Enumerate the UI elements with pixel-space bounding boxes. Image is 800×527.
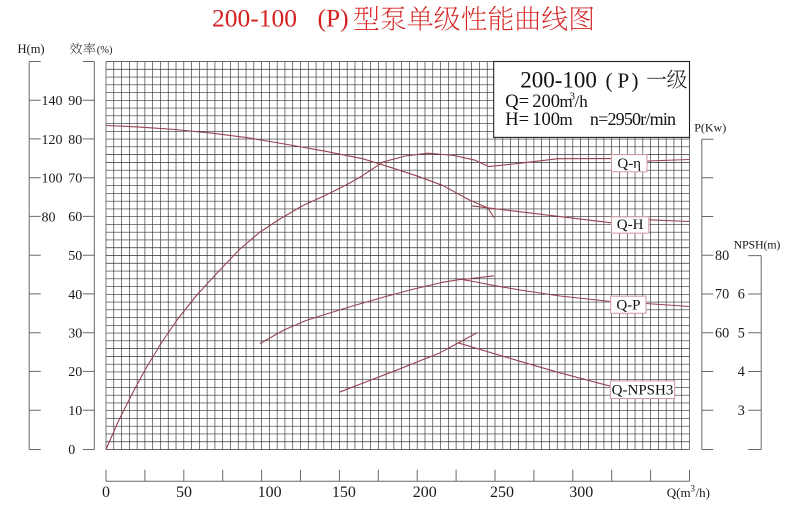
svg-text:3: 3	[570, 91, 576, 103]
svg-text:200-100: 200-100	[212, 4, 297, 33]
svg-text:P: P	[618, 68, 630, 92]
svg-text:20: 20	[68, 365, 82, 380]
svg-text:Q-H: Q-H	[617, 217, 644, 233]
svg-text:NPSH(m): NPSH(m)	[734, 237, 781, 251]
svg-text:m: m	[560, 110, 573, 129]
svg-text:Q=: Q=	[505, 92, 529, 112]
svg-text:(%): (%)	[97, 45, 113, 56]
svg-text:70: 70	[68, 172, 82, 187]
svg-text:Q-P: Q-P	[616, 297, 640, 313]
svg-text:10: 10	[68, 404, 82, 419]
svg-text:Q-NPSH3: Q-NPSH3	[612, 383, 674, 399]
svg-text:40: 40	[68, 288, 82, 303]
svg-text:): )	[632, 68, 639, 92]
svg-text:250: 250	[490, 484, 514, 501]
svg-text:Q-η: Q-η	[617, 156, 641, 172]
svg-text:80: 80	[715, 248, 729, 264]
svg-text:100: 100	[258, 484, 282, 501]
svg-text:6: 6	[738, 287, 745, 303]
svg-text:300: 300	[569, 484, 593, 501]
svg-text:0: 0	[68, 443, 75, 458]
svg-text:0: 0	[102, 484, 110, 501]
svg-text:100: 100	[532, 110, 560, 130]
svg-text:(: (	[606, 68, 613, 92]
svg-text:30: 30	[68, 327, 82, 342]
svg-text:/h: /h	[575, 92, 589, 111]
svg-text:70: 70	[715, 287, 729, 303]
svg-text:/h): /h)	[696, 485, 710, 500]
svg-text:80: 80	[68, 133, 82, 148]
svg-text:80: 80	[42, 210, 56, 225]
svg-text:5: 5	[738, 326, 745, 342]
svg-text:m: m	[560, 92, 573, 111]
svg-text:150: 150	[332, 484, 356, 501]
svg-text:n=2950r/min: n=2950r/min	[590, 109, 676, 129]
svg-text:H=: H=	[505, 110, 529, 130]
svg-text:50: 50	[68, 249, 82, 264]
svg-text:Q(m: Q(m	[667, 485, 691, 500]
svg-text:P(Kw): P(Kw)	[694, 121, 726, 135]
svg-text:(P): (P)	[318, 4, 349, 33]
svg-text:4: 4	[738, 364, 745, 380]
svg-text:H(m): H(m)	[18, 42, 45, 56]
svg-text:90: 90	[68, 94, 82, 109]
svg-text:60: 60	[68, 210, 82, 225]
svg-text:50: 50	[176, 484, 192, 501]
svg-text:120: 120	[42, 133, 63, 148]
svg-text:60: 60	[715, 326, 729, 342]
svg-text:200-100: 200-100	[520, 67, 597, 92]
svg-text:100: 100	[42, 172, 63, 187]
svg-text:200: 200	[532, 92, 560, 112]
svg-text:3: 3	[691, 484, 696, 494]
svg-text:3: 3	[738, 403, 745, 419]
svg-text:200: 200	[413, 484, 437, 501]
svg-text:140: 140	[42, 94, 63, 109]
